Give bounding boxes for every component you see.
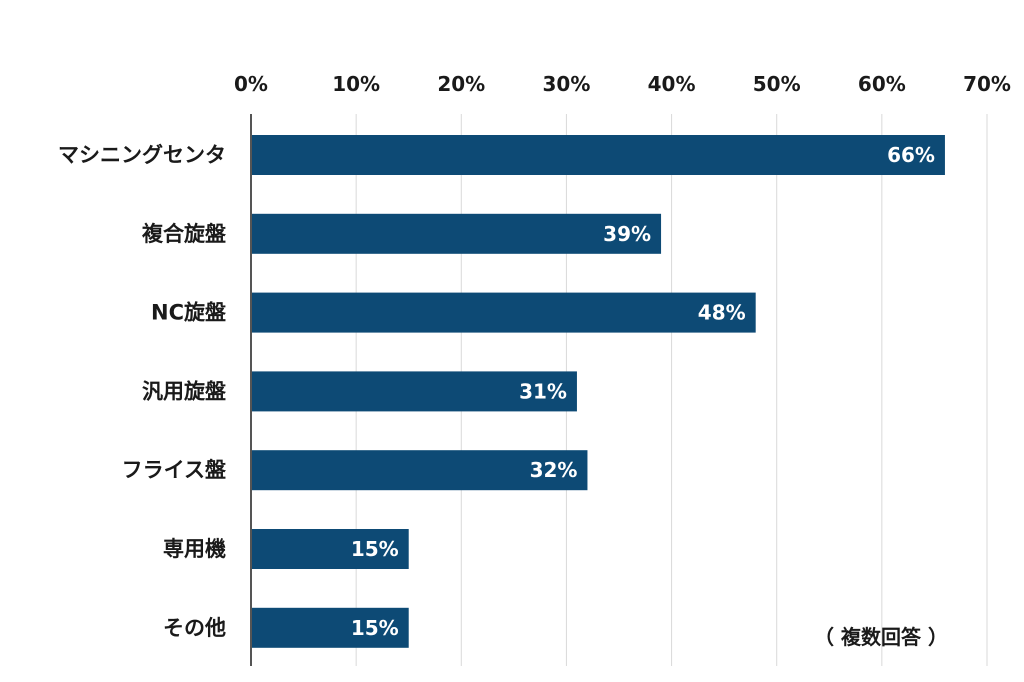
category-label: マシニングセンタ <box>58 143 226 167</box>
x-tick-label: 40% <box>648 72 696 96</box>
value-label: 39% <box>603 222 651 246</box>
bar <box>252 371 577 412</box>
bar <box>252 450 588 491</box>
bar <box>252 135 945 175</box>
value-label: 32% <box>530 458 578 482</box>
category-label: その他 <box>163 616 226 640</box>
bar <box>252 292 756 333</box>
category-label: フライス盤 <box>122 458 227 482</box>
category-label: 複合旋盤 <box>141 222 227 246</box>
category-label: NC旋盤 <box>151 301 227 325</box>
x-tick-label: 20% <box>437 72 485 96</box>
x-tick-label: 0% <box>234 72 268 96</box>
category-label: 専用機 <box>163 537 226 561</box>
value-label: 66% <box>887 143 935 167</box>
x-tick-label: 70% <box>963 72 1011 96</box>
x-tick-label: 30% <box>542 72 590 96</box>
x-tick-label: 60% <box>858 72 906 96</box>
bar <box>252 529 409 569</box>
bar <box>252 213 662 254</box>
bars <box>252 135 945 648</box>
bar <box>252 607 409 648</box>
category-label: 汎用旋盤 <box>142 379 227 403</box>
x-tick-label: 50% <box>753 72 801 96</box>
x-tick-label: 10% <box>332 72 380 96</box>
value-label: 31% <box>519 379 567 403</box>
x-tick-labels: 0% 10% 20% 30% 40% 50% 60% 70% <box>234 72 1011 96</box>
multiple-answer-note: （ 複数回答 ） <box>814 625 948 649</box>
value-labels: 66% 39% 48% 31% 32% 15% 15% <box>351 143 935 640</box>
value-label: 15% <box>351 537 399 561</box>
value-label: 48% <box>698 301 746 325</box>
value-label: 15% <box>351 616 399 640</box>
